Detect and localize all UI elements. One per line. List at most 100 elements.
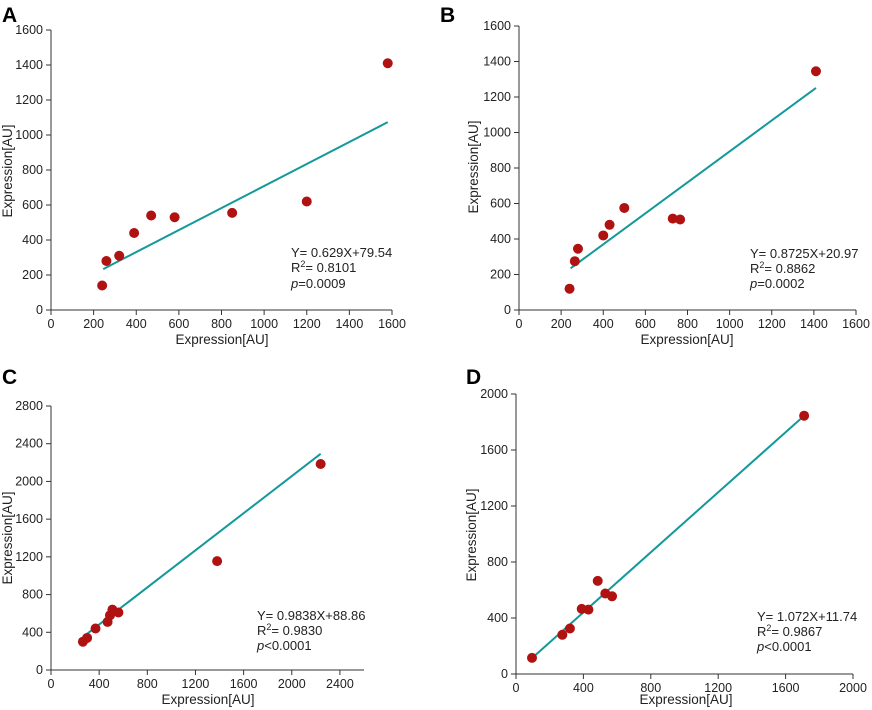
y-tick-label: 800 <box>490 161 511 175</box>
x-tick-label: 800 <box>640 681 661 695</box>
x-tick-label: 600 <box>635 317 656 331</box>
r-squared-superscript: 2 <box>300 259 305 269</box>
p-symbol: p <box>290 276 298 291</box>
data-point <box>564 623 575 634</box>
p-symbol: p <box>756 639 764 654</box>
x-tick-label: 600 <box>168 317 189 331</box>
y-axis-title: Expression[AU] <box>0 491 15 584</box>
data-point <box>146 210 157 221</box>
y-tick-label: 400 <box>490 232 511 246</box>
x-tick-label: 1200 <box>293 317 321 331</box>
x-tick-label: 1600 <box>772 681 800 695</box>
data-point <box>810 66 821 77</box>
x-tick-label: 0 <box>48 677 55 691</box>
x-tick-label: 1000 <box>716 317 744 331</box>
x-tick-label: 200 <box>83 317 104 331</box>
x-tick-label: 400 <box>593 317 614 331</box>
data-point <box>227 207 238 218</box>
x-tick-label: 0 <box>48 317 55 331</box>
regression-annotation: Y= 0.8725X+20.97 R2= 0.8862 p=0.0002 <box>749 246 858 291</box>
y-tick-label: 2000 <box>15 474 43 488</box>
data-point <box>564 283 575 294</box>
x-axis-title: Expression[AU] <box>175 332 268 347</box>
x-tick-label: 200 <box>551 317 572 331</box>
x-tick-label: 0 <box>513 681 520 695</box>
y-tick-label: 0 <box>36 303 43 317</box>
regression-annotation: Y= 0.9838X+88.86 R2= 0.9830 p<0.0001 <box>256 608 365 653</box>
y-tick-label: 1000 <box>15 128 43 142</box>
x-tick-label: 400 <box>126 317 147 331</box>
p-value: =0.0009 <box>298 276 345 291</box>
p-symbol: p <box>749 276 757 291</box>
data-point <box>527 652 538 663</box>
r-squared-symbol: R <box>750 261 759 276</box>
x-tick-label: 0 <box>516 317 523 331</box>
panel-letter: B <box>440 4 455 27</box>
y-tick-label: 1200 <box>15 550 43 564</box>
x-tick-label: 800 <box>677 317 698 331</box>
y-tick-label: 1000 <box>483 126 511 140</box>
equation-label: Y= 0.629X+79.54 <box>291 245 392 260</box>
panel-d: D 0 400 800 1200 1600 2000 0 400 800 1200 1600 2000… <box>464 366 867 707</box>
y-axis-title: Expression[AU] <box>0 124 15 217</box>
y-tick-label: 400 <box>22 233 43 247</box>
panel-c: C 0 400 800 1200 1600 2000 2400 0 400 800 1200 1600… <box>0 366 365 707</box>
r-squared-label: R2= 0.9867 <box>757 623 822 639</box>
y-tick-label: 1600 <box>15 23 43 37</box>
data-point <box>301 196 312 207</box>
x-tick-label: 2000 <box>839 681 867 695</box>
equation-label: Y= 0.8725X+20.97 <box>750 246 858 261</box>
x-axis-title: Expression[AU] <box>640 332 733 347</box>
y-tick-label: 1600 <box>480 443 508 457</box>
data-point <box>607 591 618 602</box>
x-axis-title: Expression[AU] <box>639 692 732 707</box>
regression-line <box>531 414 805 659</box>
x-tick-label: 1000 <box>250 317 278 331</box>
data-point <box>212 556 223 567</box>
y-tick-label: 1200 <box>483 90 511 104</box>
data-point <box>583 604 594 615</box>
x-tick-label: 2400 <box>326 677 354 691</box>
data-point <box>129 228 140 238</box>
panel-a: A 0 200 400 600 800 1000 1200 1400 1600 0 200 400 60… <box>0 4 406 347</box>
data-point <box>572 243 583 254</box>
x-tick-label: 800 <box>137 677 158 691</box>
y-tick-label: 800 <box>22 163 43 177</box>
y-tick-label: 0 <box>501 667 508 681</box>
x-tick-label: 1600 <box>378 317 406 331</box>
x-tick-label: 1600 <box>842 317 870 331</box>
regression-annotation: Y= 1.072X+11.74 R2= 0.9867 p<0.0001 <box>756 609 857 654</box>
r-squared-label: R2= 0.9830 <box>257 622 322 638</box>
p-value-label: p<0.0001 <box>256 638 312 653</box>
panel-b: B 0 200 400 600 800 1000 1200 1400 1600 0 200 400 60… <box>440 4 870 347</box>
data-point <box>799 410 810 421</box>
y-tick-label: 800 <box>487 555 508 569</box>
x-axis-title: Expression[AU] <box>161 692 254 707</box>
y-tick-label: 400 <box>487 611 508 625</box>
data-point <box>557 629 568 640</box>
y-tick-label: 0 <box>36 663 43 677</box>
y-tick-label: 1400 <box>15 58 43 72</box>
equation-label: Y= 1.072X+11.74 <box>757 609 857 624</box>
x-tick-label: 800 <box>211 317 232 331</box>
regression-annotation: Y= 0.629X+79.54 R2= 0.8101 p=0.0009 <box>290 245 392 291</box>
y-tick-label: 400 <box>22 625 43 639</box>
y-tick-label: 2000 <box>480 387 508 401</box>
x-tick-label: 400 <box>89 677 110 691</box>
r-squared-label: R2= 0.8101 <box>291 259 356 275</box>
y-tick-label: 0 <box>504 303 511 317</box>
x-tick-label: 1200 <box>704 681 732 695</box>
data-point <box>90 623 101 634</box>
data-point <box>113 607 124 618</box>
data-point <box>315 458 326 469</box>
r-squared-symbol: R <box>291 260 300 275</box>
y-tick-label: 1600 <box>15 512 43 526</box>
p-value: <0.0001 <box>264 638 311 653</box>
x-tick-label: 400 <box>573 681 594 695</box>
r-squared-superscript: 2 <box>759 260 764 270</box>
p-value: <0.0001 <box>764 639 811 654</box>
y-axis-title: Expression[AU] <box>464 488 479 581</box>
r-squared-symbol: R <box>757 624 766 639</box>
data-point <box>604 219 615 230</box>
